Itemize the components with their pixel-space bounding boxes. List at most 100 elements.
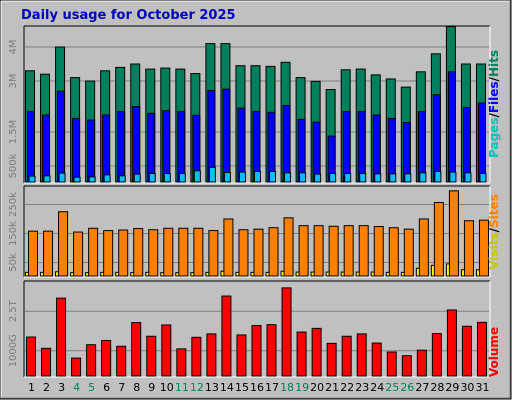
x-tick-label-day: 19 — [295, 381, 309, 394]
pages-bar — [449, 171, 457, 183]
pages-bar — [299, 172, 307, 183]
volume-bar — [386, 351, 397, 377]
panel-3-legend: Volume — [487, 327, 501, 377]
x-tick-label-day: 27 — [415, 381, 429, 394]
pages-bar — [103, 174, 111, 183]
x-tick-label-day: 16 — [250, 381, 264, 394]
volume-bar — [461, 325, 472, 377]
x-tick-label-day: 3 — [58, 381, 65, 394]
sites-bar — [238, 229, 249, 277]
pages-bar — [73, 176, 81, 183]
x-tick-label-day: 10 — [160, 381, 174, 394]
sites-bar — [193, 227, 204, 277]
sites-bar — [28, 230, 38, 277]
files-bar — [417, 111, 426, 183]
legend-separator: / — [487, 113, 501, 118]
pages-bar — [314, 173, 322, 183]
x-tick-label-day: 2 — [43, 381, 50, 394]
panel-2-y-tick-label: 250k — [8, 192, 19, 217]
panel-1-y-tick-label: 4M — [8, 40, 19, 55]
pages-bar — [28, 175, 36, 183]
pages-bar — [88, 176, 96, 183]
legend-label: Files — [487, 81, 501, 113]
files-bar — [387, 117, 396, 183]
legend-separator: / — [487, 227, 501, 232]
pages-bar — [284, 172, 292, 183]
sites-bar — [73, 231, 84, 277]
sites-bar — [223, 218, 234, 277]
volume-bar — [146, 335, 157, 377]
sites-bar — [313, 225, 324, 277]
sites-bar — [103, 230, 114, 277]
files-bar — [357, 111, 366, 183]
files-bar — [102, 114, 111, 183]
panel-1-legend: Pages/Files/Hits — [487, 50, 501, 158]
sites-bar — [283, 217, 294, 277]
sites-bar — [298, 225, 309, 277]
sites-bar — [418, 218, 429, 277]
legend-separator: / — [487, 76, 501, 81]
sites-bar — [448, 190, 459, 277]
x-tick-label-day: 5 — [88, 381, 95, 394]
pages-bar — [193, 170, 201, 183]
files-bar — [477, 102, 486, 183]
x-tick-label-day: 4 — [73, 381, 80, 394]
x-tick-label-day: 15 — [235, 381, 249, 394]
files-bar — [312, 121, 321, 183]
pages-bar — [389, 173, 397, 183]
pages-bar — [419, 172, 427, 183]
pages-bar — [178, 172, 186, 183]
x-tick-label-day: 30 — [460, 381, 474, 394]
sites-bar — [208, 230, 219, 277]
x-tick-label-day: 8 — [133, 381, 140, 394]
volume-bar — [266, 324, 277, 377]
legend-label: Hits — [487, 50, 501, 77]
files-bar — [162, 110, 171, 183]
volume-bar — [86, 344, 97, 377]
pages-bar — [434, 170, 442, 183]
volume-bar — [131, 322, 142, 377]
x-tick-label-day: 26 — [400, 381, 414, 394]
panel-1-y-tick-label: 1.5M — [8, 120, 19, 145]
x-tick-label-day: 13 — [205, 381, 219, 394]
legend-label: Sites — [487, 194, 501, 228]
files-bar — [27, 111, 35, 183]
files-bar — [372, 114, 381, 183]
x-tick-label-day: 18 — [280, 381, 294, 394]
volume-bar — [236, 334, 247, 377]
pages-bar — [148, 172, 156, 183]
sites-bar — [343, 225, 354, 277]
sites-bar — [163, 227, 174, 277]
pages-bar — [43, 175, 51, 183]
x-tick-label-day: 21 — [325, 381, 339, 394]
volume-bar — [71, 357, 82, 377]
x-tick-label-day: 20 — [310, 381, 324, 394]
x-tick-label-day: 7 — [118, 381, 125, 394]
volume-bar — [41, 347, 52, 377]
files-bar — [432, 94, 441, 183]
volume-bar — [356, 333, 367, 377]
files-bar — [222, 88, 231, 183]
volume-bar — [101, 339, 112, 377]
sites-bar — [43, 230, 54, 277]
volume-bar — [191, 336, 202, 377]
pages-bar — [208, 166, 216, 183]
sites-bar — [433, 201, 444, 277]
pages-bar — [133, 173, 141, 183]
volume-bar — [371, 342, 382, 377]
sites-bar — [373, 226, 384, 277]
volume-bar — [431, 333, 442, 377]
volume-bar — [221, 295, 232, 377]
volume-bar — [176, 348, 187, 377]
x-tick-label-day: 9 — [148, 381, 155, 394]
x-tick-label-day: 14 — [220, 381, 234, 394]
x-tick-label-day: 31 — [475, 381, 489, 394]
volume-bar — [416, 349, 427, 377]
volume-bar — [446, 309, 457, 377]
x-tick-label-day: 17 — [265, 381, 279, 394]
pages-bar — [464, 172, 472, 183]
sites-bar — [88, 227, 99, 277]
panel-2-y-tick-label: 150k — [8, 221, 19, 246]
